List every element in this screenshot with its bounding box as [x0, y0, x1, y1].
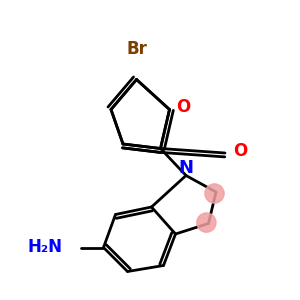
- Text: O: O: [176, 98, 190, 116]
- Text: N: N: [178, 159, 194, 177]
- Text: O: O: [233, 142, 247, 160]
- Circle shape: [197, 213, 216, 232]
- Text: H₂N: H₂N: [28, 238, 62, 256]
- Circle shape: [205, 184, 224, 203]
- Text: Br: Br: [126, 40, 147, 58]
